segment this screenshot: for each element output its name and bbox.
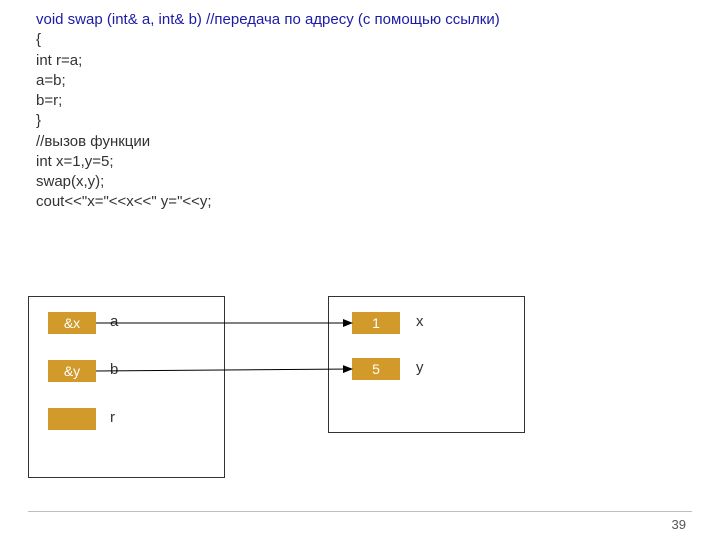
label-y: y <box>416 359 424 376</box>
box-val-1: 1 <box>352 312 400 334</box>
label-x: x <box>416 313 424 330</box>
code-line: swap(x,y); <box>36 172 500 192</box>
code-line: { <box>36 30 500 50</box>
code-line: int r=a; <box>36 51 500 71</box>
footer-divider <box>28 511 692 512</box>
code-line: a=b; <box>36 71 500 91</box>
code-line: void swap (int& a, int& b) //передача по… <box>36 10 500 30</box>
code-line: //вызов функции <box>36 132 500 152</box>
code-block: void swap (int& a, int& b) //передача по… <box>36 10 500 213</box>
code-line: } <box>36 111 500 131</box>
label-r: r <box>110 409 115 426</box>
code-line: int x=1,y=5; <box>36 152 500 172</box>
box-addr-y: &y <box>48 360 96 382</box>
page-number: 39 <box>672 517 686 532</box>
code-line: cout<<"x="<<x<<" y="<<y; <box>36 192 500 212</box>
box-r <box>48 408 96 430</box>
box-addr-x: &x <box>48 312 96 334</box>
code-line: b=r; <box>36 91 500 111</box>
box-val-5: 5 <box>352 358 400 380</box>
label-b: b <box>110 361 118 378</box>
label-a: a <box>110 313 118 330</box>
